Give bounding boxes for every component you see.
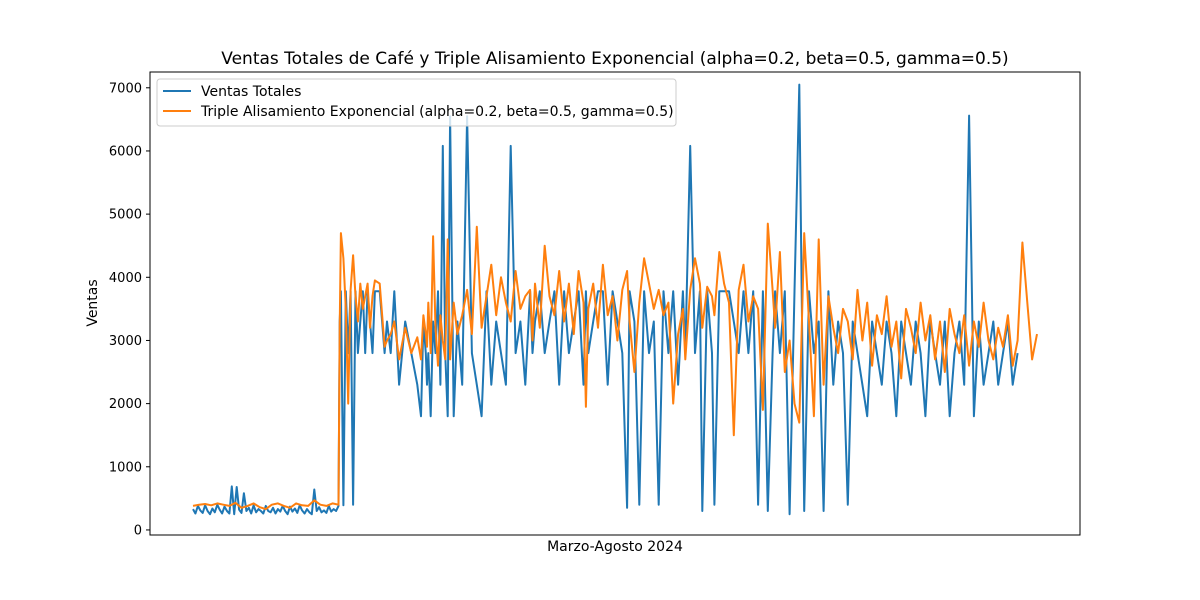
y-tick-label: 4000	[109, 271, 142, 286]
x-axis-label: Marzo-Agosto 2024	[547, 539, 683, 555]
plot-lines	[192, 83, 1038, 516]
y-axis-label: Ventas	[85, 279, 101, 326]
y-tick-label: 5000	[109, 208, 142, 223]
y-tick-label: 7000	[109, 81, 142, 96]
y-tick-label: 2000	[109, 397, 142, 412]
y-tick-label: 1000	[109, 460, 142, 475]
legend-box	[156, 78, 677, 127]
y-tick-label: 0	[134, 523, 142, 538]
y-tick-label: 3000	[109, 334, 142, 349]
legend: Ventas Totales Triple Alisamiento Expone…	[156, 78, 677, 127]
series-line-triple-alisamiento	[192, 222, 1038, 511]
legend-label-ventas-totales: Ventas Totales	[201, 84, 301, 100]
legend-label-triple-alisamiento: Triple Alisamiento Exponencial (alpha=0.…	[200, 104, 674, 120]
y-axis: 0 1000 2000 3000 4000 5000 6000 7000	[109, 81, 150, 538]
y-tick-label: 6000	[109, 144, 142, 159]
chart-title: Ventas Totales de Café y Triple Alisamie…	[221, 49, 1008, 69]
plot-frame	[149, 71, 1081, 536]
series-line-ventas-totales	[192, 83, 1019, 516]
